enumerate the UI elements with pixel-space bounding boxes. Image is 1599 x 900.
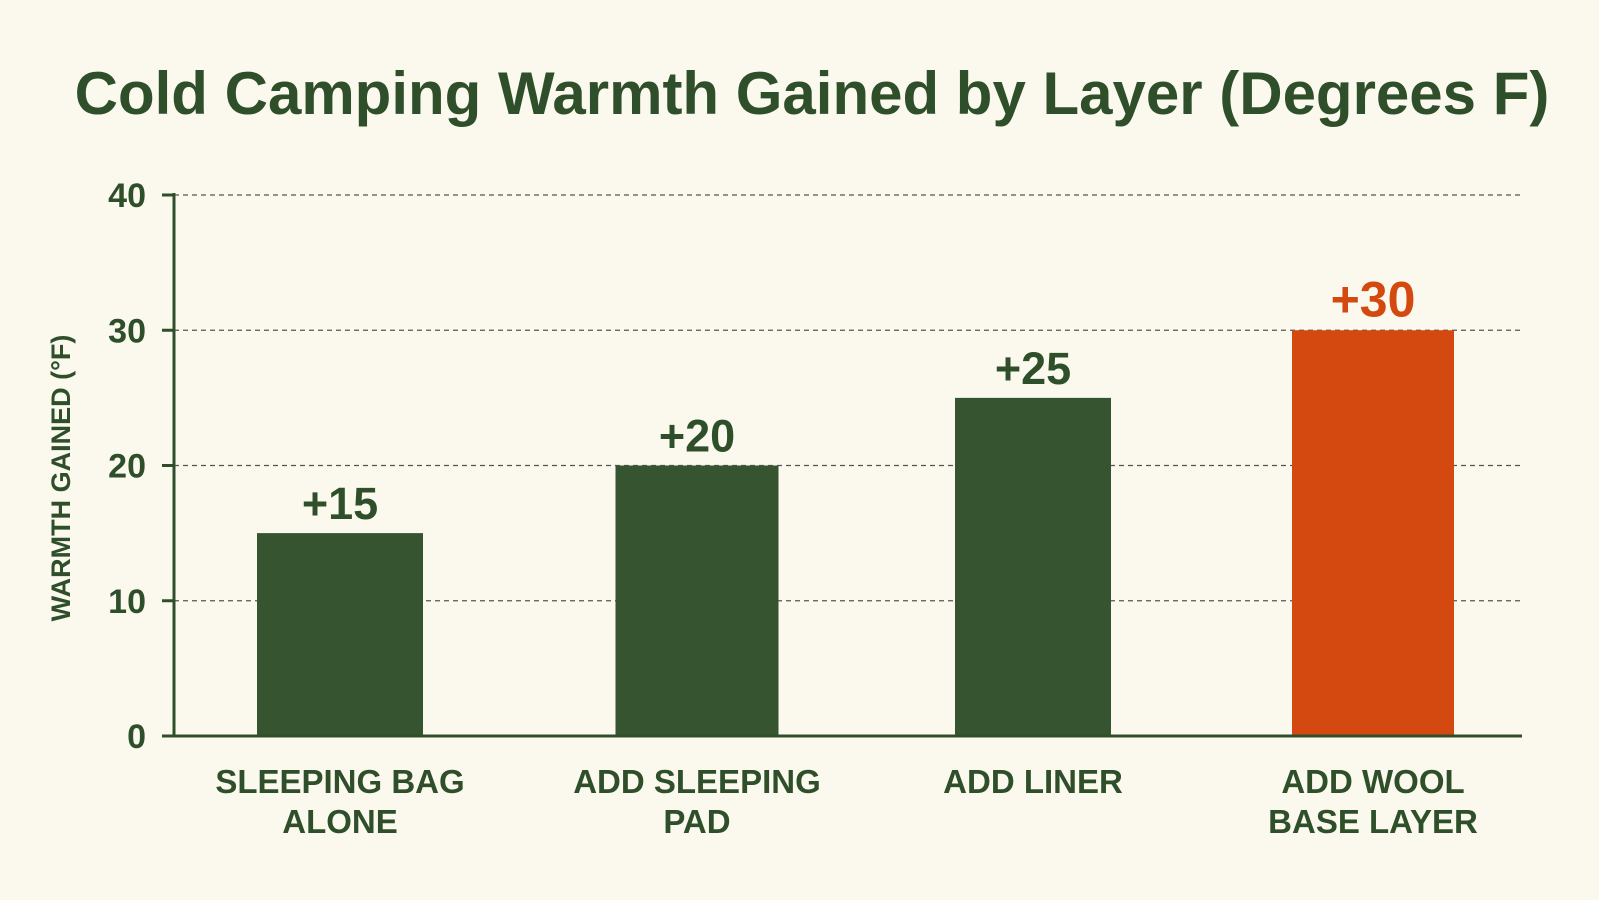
chart-title: Cold Camping Warmth Gained by Layer (Deg… [75,60,1550,127]
data-label: +15 [302,478,378,529]
y-tick-label: 40 [108,177,146,215]
y-tick-label: 10 [108,583,146,621]
x-tick-label: BASE LAYER [1268,803,1478,840]
data-label: +30 [1331,271,1416,327]
y-tick-label: 0 [127,718,146,756]
bar [955,397,1111,736]
axes [162,193,1522,738]
y-axis-label: WARMTH GAINED (°F) [46,335,76,622]
data-label: +25 [995,343,1071,394]
bars [257,330,1454,736]
x-tick-label: ALONE [282,803,398,840]
x-tick-label: SLEEPING BAG [215,763,464,800]
x-tick-label: ADD SLEEPING [573,763,821,800]
bar [615,465,779,736]
x-tick-label: ADD WOOL [1281,763,1464,800]
y-tick-label: 20 [108,448,146,486]
bar [257,533,423,736]
data-label: +20 [659,411,735,462]
y-tick-label: 30 [108,312,146,350]
x-tick-label: PAD [663,803,730,840]
x-tick-label: ADD LINER [943,763,1123,800]
bar [1292,330,1454,736]
